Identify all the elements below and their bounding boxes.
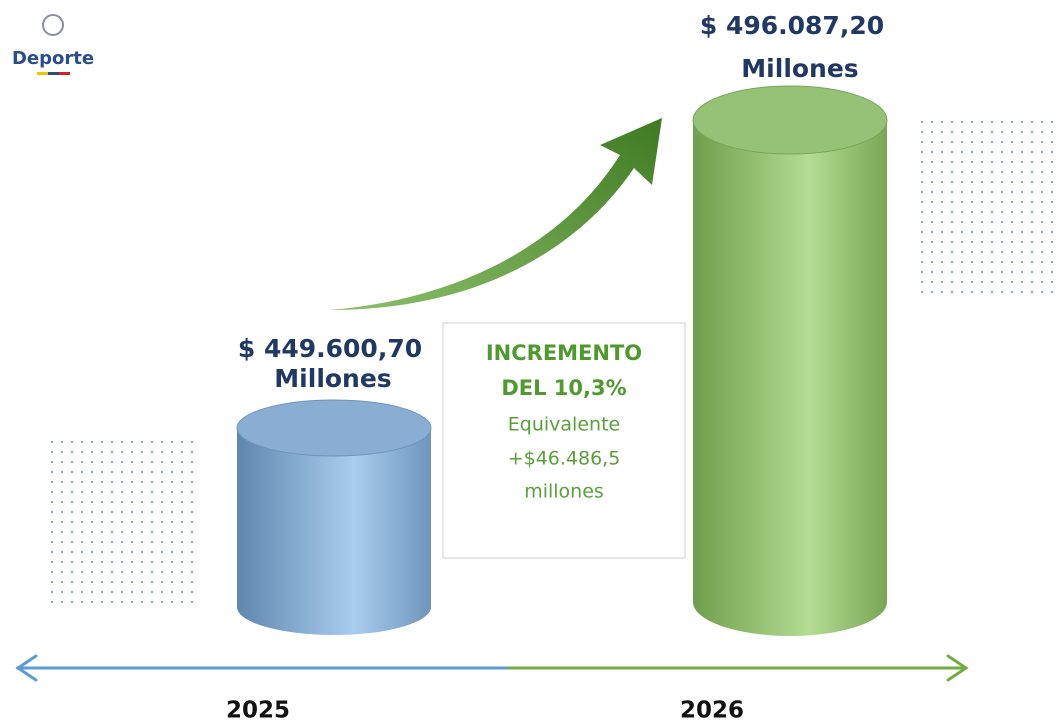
cylinder-2026 — [693, 86, 887, 636]
unit-label: Millones — [274, 364, 391, 393]
logo-label: Deporte — [12, 48, 94, 69]
callout-line: millones — [524, 481, 604, 503]
callout-title: INCREMENTO — [486, 341, 642, 365]
unit-label: Millones — [741, 54, 858, 83]
value-label: $ 449.600,70 — [238, 334, 422, 363]
infographic: Deporte INCREMENTO DEL 10,3% Equivalente… — [0, 0, 1057, 724]
growth-arrow — [330, 118, 662, 310]
logo: Deporte — [12, 15, 94, 75]
value-label: $ 496.087,20 — [700, 11, 884, 40]
callout-line: +$46.486,5 — [508, 448, 621, 470]
callout-title: DEL 10,3% — [501, 376, 626, 400]
timeline — [18, 656, 966, 680]
cylinder-2025 — [237, 400, 431, 635]
callout-line: Equivalente — [508, 414, 620, 436]
dot-pattern — [46, 433, 196, 607]
dot-pattern — [918, 115, 1057, 293]
year-label: 2026 — [680, 698, 744, 724]
year-label: 2025 — [226, 698, 290, 724]
